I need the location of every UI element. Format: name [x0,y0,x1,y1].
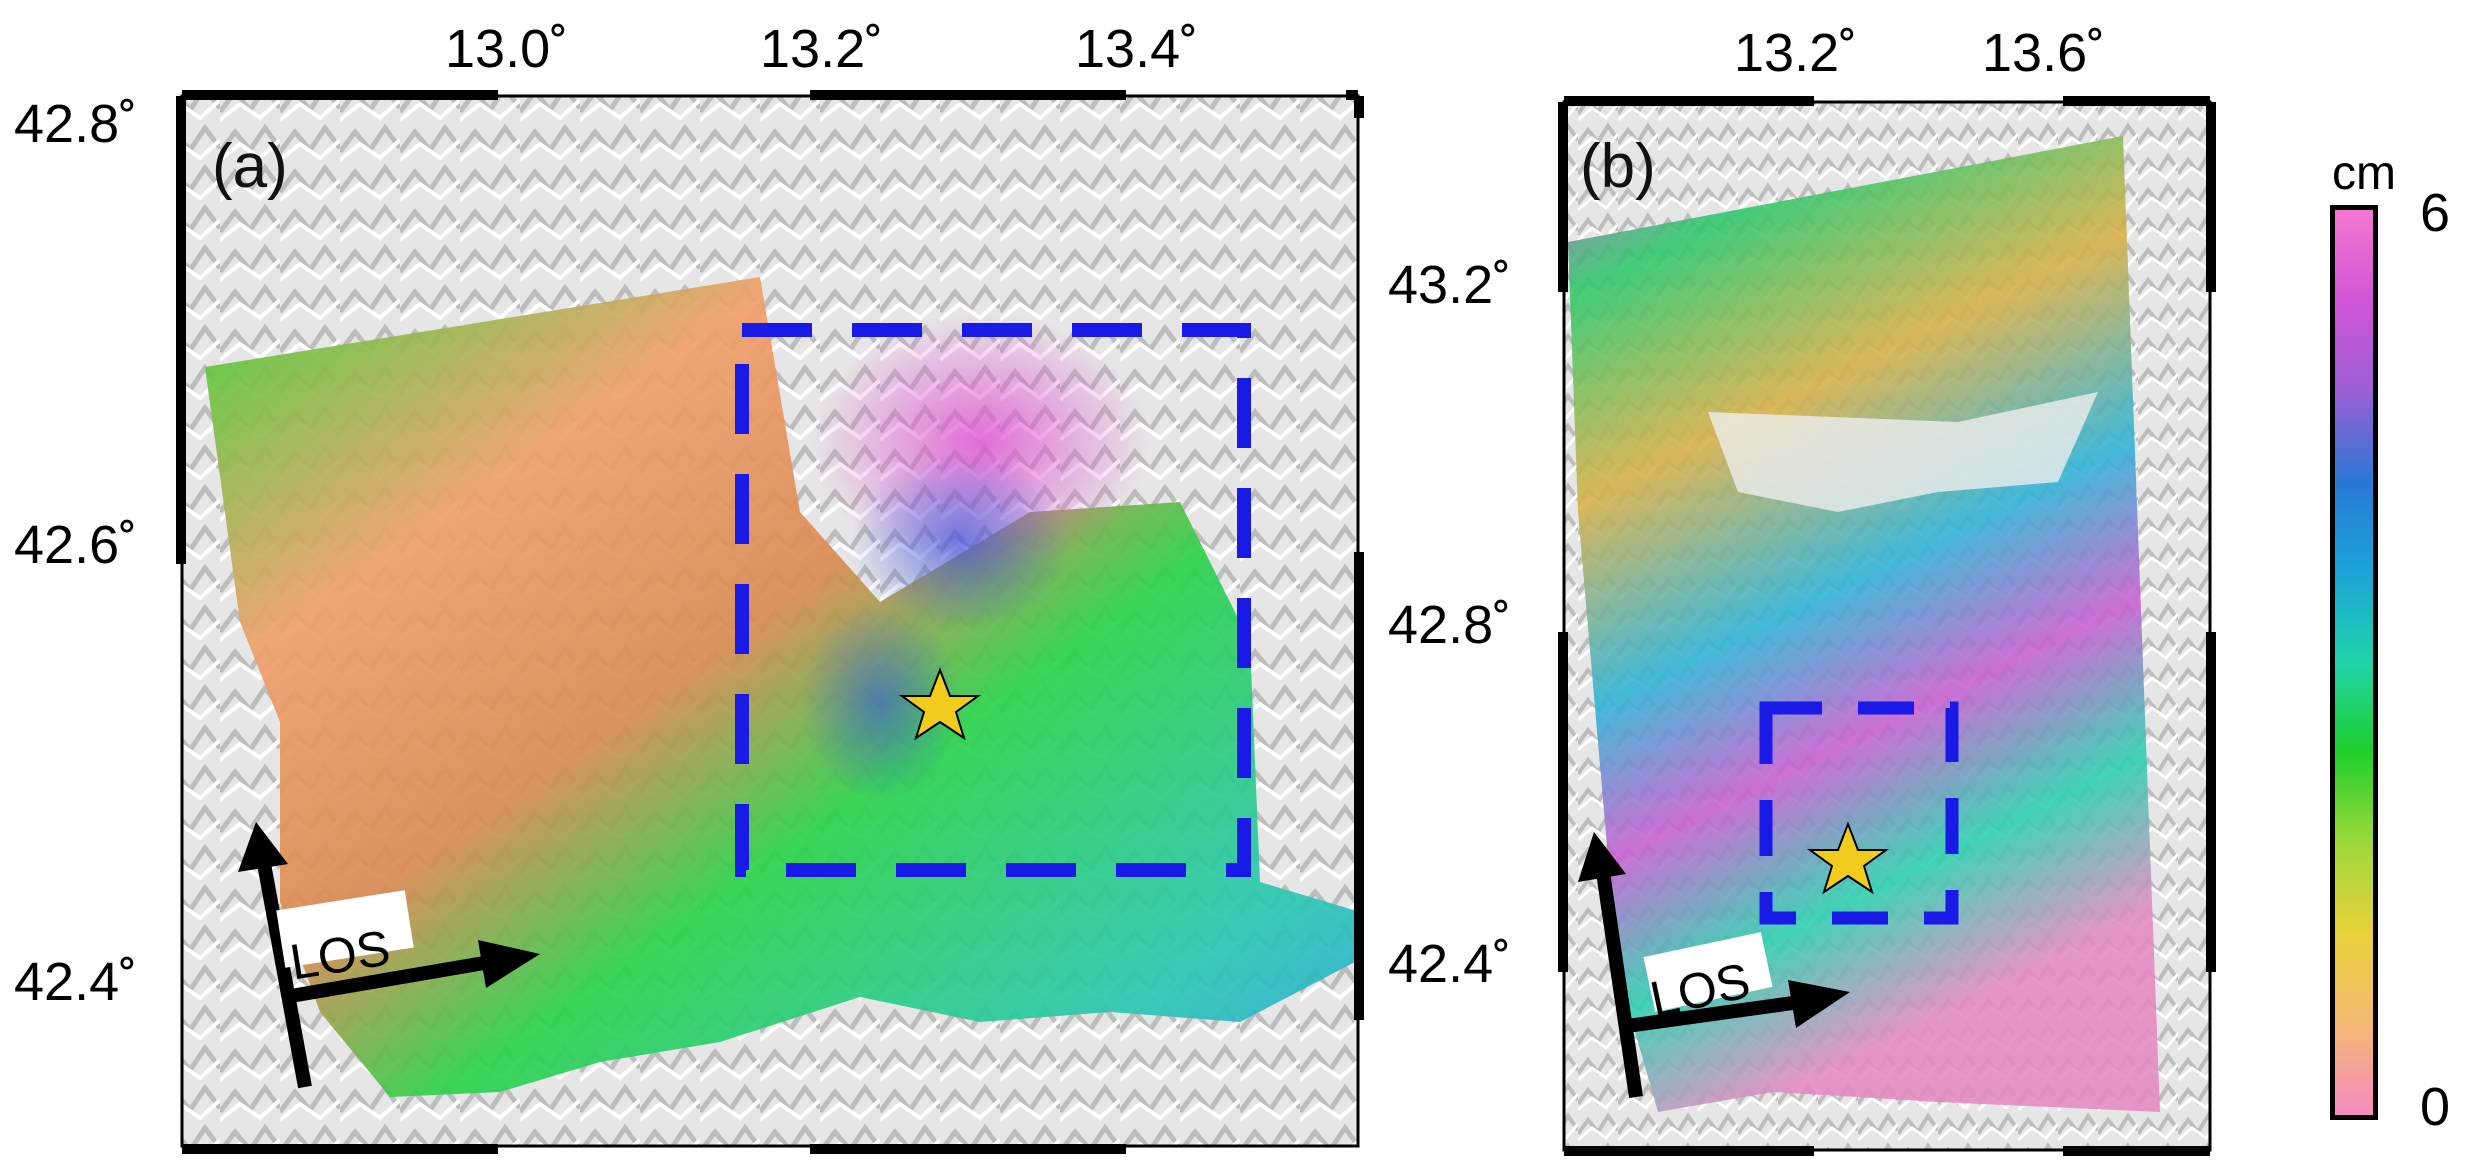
lat-tick-label: 42.8˚ [14,94,138,154]
lon-tick-label: 13.4˚ [1075,19,1199,79]
los-arrows [1578,832,1850,1099]
colorbar-min-label: 0 [2420,1077,2451,1137]
lon-tick-label: 13.2˚ [760,19,884,79]
interferogram-swath-b [1568,136,2160,1112]
los-arrows [238,822,540,1089]
lat-tick-label: 42.6˚ [14,515,138,575]
panel-label-b: (b) [1580,132,1656,201]
panel-b: 13.2˚ 13.6˚ 43.2˚ 42.8˚ 42.4˚ [1380,0,2230,1171]
study-area-box [735,323,1251,877]
panel-a: 13.0˚ 13.2˚ 13.4˚ 42.8˚ 42.6˚ 42.4˚ [14,19,1364,1154]
lat-tick-label: 42.4˚ [1388,934,1512,994]
epicenter-star [1806,821,1890,895]
panel-label-a: (a) [212,132,288,201]
colorbar: cm 6 0 [2320,147,2470,1134]
map-b [1558,96,2216,1156]
lat-tick-label: 42.4˚ [14,952,138,1012]
colorbar-unit: cm [2332,147,2396,200]
interferogram-swath-a [205,277,1360,1097]
lat-tick-label: 43.2˚ [1388,255,1512,315]
lon-tick-label: 13.0˚ [445,19,569,79]
lon-tick-label: 13.6˚ [1982,23,2106,83]
epicenter-star [898,667,982,741]
lat-tick-label: 42.8˚ [1388,595,1512,655]
colorbar-ramp [2330,205,2378,1120]
study-area-box [1759,701,1959,925]
map-a [176,90,1364,1154]
lon-tick-label: 13.2˚ [1734,23,1858,83]
colorbar-max-label: 6 [2420,183,2451,243]
